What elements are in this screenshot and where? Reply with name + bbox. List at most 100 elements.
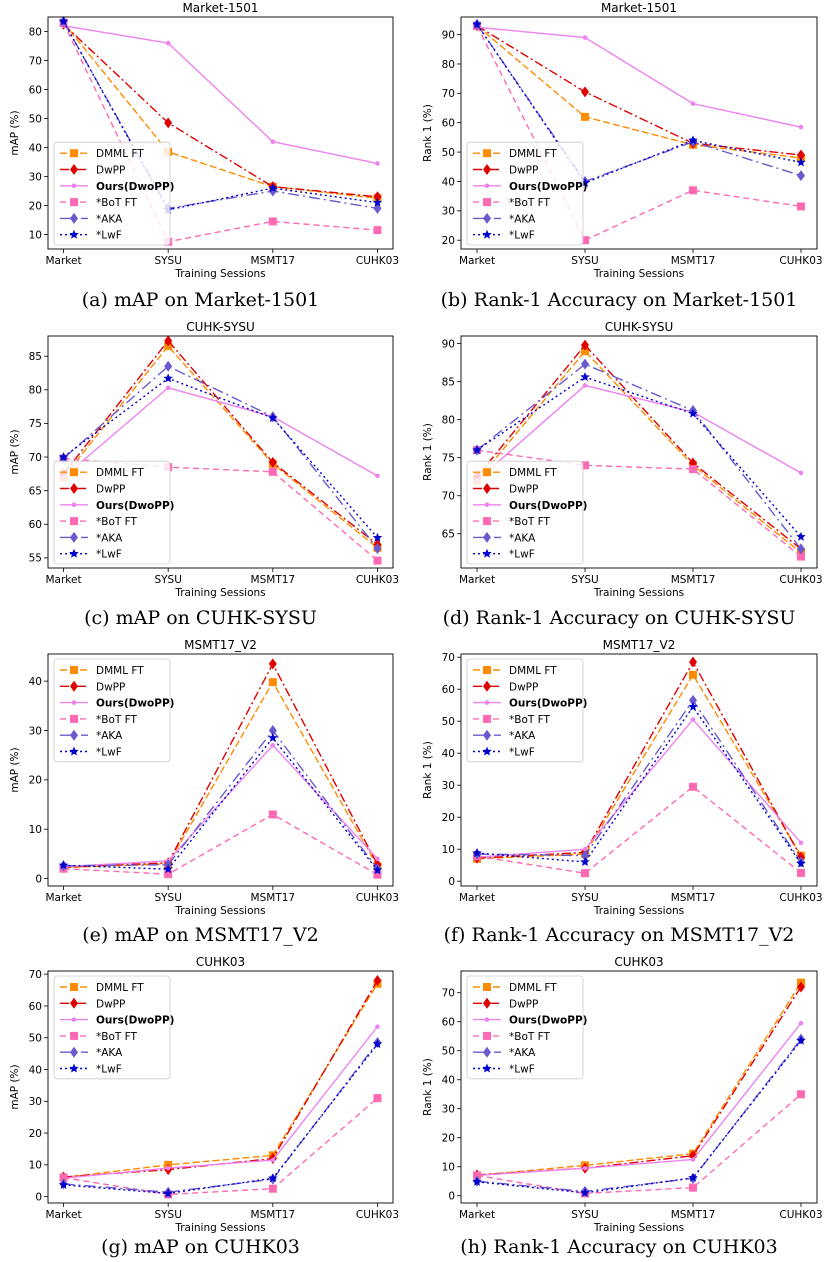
legend-label: DwPP bbox=[509, 165, 538, 177]
x-tick-label: CUHK03 bbox=[779, 1209, 822, 1221]
y-tick-label: 40 bbox=[29, 142, 42, 154]
chart-title: CUHK-SYSU bbox=[605, 320, 673, 334]
data-point bbox=[163, 864, 173, 874]
data-point bbox=[580, 857, 590, 867]
y-axis-label: Rank 1 (%) bbox=[422, 104, 434, 162]
chart-panel-4: MSMT17_V2 0 10 20 30 40 Market SYSU MSMT17 CUHK03… bbox=[9, 638, 399, 946]
data-point bbox=[373, 191, 382, 203]
y-axis-label: mAP (%) bbox=[9, 1064, 21, 1109]
series-line bbox=[477, 699, 802, 863]
data-point bbox=[582, 846, 588, 852]
data-point bbox=[270, 139, 276, 144]
y-tick-label: 85 bbox=[442, 376, 455, 388]
series-3 bbox=[59, 1094, 382, 1199]
series-line bbox=[63, 25, 378, 165]
y-tick-label: 10 bbox=[442, 1162, 455, 1174]
series-line bbox=[63, 1097, 378, 1196]
y-tick-label: 10 bbox=[29, 1160, 42, 1172]
legend-marker bbox=[70, 517, 78, 526]
legend-label: *LwF bbox=[509, 549, 535, 561]
legend-label: Ours(DwoPP) bbox=[509, 500, 587, 512]
legend-label: *BoT FT bbox=[509, 1031, 550, 1043]
legend-label: Ours(DwoPP) bbox=[509, 1015, 587, 1027]
legend-marker bbox=[70, 198, 78, 207]
data-point bbox=[796, 868, 805, 877]
legend-label: *BoT FT bbox=[509, 516, 550, 528]
x-tick-label: CUHK03 bbox=[779, 892, 822, 904]
legend-box bbox=[53, 141, 171, 246]
legend-label: *BoT FT bbox=[96, 197, 137, 209]
legend: DMML FT DwPP Ours(DwoPP) *BoT FT *AKA *LwF bbox=[466, 460, 587, 565]
series-line bbox=[62, 21, 378, 210]
series-line bbox=[476, 25, 802, 242]
legend-marker bbox=[483, 997, 491, 1009]
legend-marker bbox=[483, 714, 491, 723]
data-point bbox=[796, 149, 805, 161]
legend: DMML FT DwPP Ours(DwoPP) *BoT FT *AKA *LwF bbox=[466, 141, 587, 246]
data-point bbox=[270, 743, 276, 748]
data-point bbox=[163, 1188, 173, 1198]
legend-marker bbox=[483, 164, 491, 175]
legend: DMML FT DwPP Ours(DwoPP) *BoT FT *AKA *LwF bbox=[466, 975, 587, 1080]
legend-label: *BoT FT bbox=[509, 197, 550, 209]
data-point bbox=[688, 656, 697, 668]
series-3 bbox=[473, 1090, 805, 1198]
x-tick-label: SYSU bbox=[154, 574, 181, 586]
data-point bbox=[688, 701, 698, 711]
data-point bbox=[581, 112, 590, 121]
data-point bbox=[268, 810, 277, 819]
series-5 bbox=[472, 19, 806, 187]
legend-label: *BoT FT bbox=[96, 516, 137, 528]
legend-box bbox=[53, 975, 171, 1080]
y-tick-label: 75 bbox=[442, 453, 455, 465]
series-line bbox=[63, 1026, 379, 1179]
chart-title: CUHK03 bbox=[196, 955, 245, 969]
legend-label: Ours(DwoPP) bbox=[509, 181, 587, 193]
x-axis-label: Training Sessions bbox=[174, 587, 265, 599]
legend-marker bbox=[71, 183, 77, 189]
plot-frame bbox=[460, 335, 818, 569]
data-point bbox=[688, 135, 698, 145]
legend-label: *BoT FT bbox=[96, 714, 137, 726]
x-tick-label: Market bbox=[45, 255, 81, 267]
legend-marker bbox=[483, 983, 491, 991]
data-point bbox=[268, 1184, 277, 1193]
chart-caption: (d) Rank-1 Accuracy on CUHK-SYSU bbox=[443, 607, 796, 629]
legend-marker bbox=[70, 983, 78, 991]
data-point bbox=[373, 542, 382, 554]
legend-marker bbox=[484, 700, 490, 705]
legend-label: *LwF bbox=[96, 1064, 122, 1076]
y-tick-label: 85 bbox=[29, 351, 42, 363]
legend-label: DMML FT bbox=[96, 467, 144, 479]
legend-label: *AKA bbox=[509, 532, 536, 544]
chart-panel-5: MSMT17_V2 0 10 20 30 40 50 60 70 Market SYSU MSMT17… bbox=[422, 638, 823, 946]
data-point bbox=[268, 183, 278, 193]
x-axis-label: Training Sessions bbox=[593, 587, 684, 599]
x-tick-label: SYSU bbox=[571, 255, 598, 267]
y-tick-label: 20 bbox=[442, 812, 455, 824]
chart-panel-3: CUHK-SYSU 65 70 75 80 85 90 Market SYSU MSMT17 CUH… bbox=[422, 320, 823, 629]
y-tick-label: 90 bbox=[442, 29, 455, 41]
y-tick-label: 0 bbox=[448, 1191, 455, 1203]
legend-marker bbox=[483, 729, 491, 741]
data-point bbox=[375, 473, 380, 479]
y-tick-label: 20 bbox=[29, 1128, 42, 1140]
data-point bbox=[796, 1090, 805, 1099]
y-tick-label: 40 bbox=[29, 676, 42, 688]
x-tick-label: MSMT17 bbox=[251, 892, 296, 904]
legend-marker bbox=[71, 1017, 77, 1022]
data-point bbox=[582, 1165, 588, 1171]
data-point bbox=[582, 383, 588, 388]
legend-label: DwPP bbox=[509, 484, 538, 496]
y-tick-label: 70 bbox=[29, 55, 42, 67]
series-line bbox=[63, 813, 378, 876]
legend-marker bbox=[483, 517, 491, 526]
y-tick-label: 30 bbox=[442, 206, 455, 218]
data-point bbox=[373, 226, 382, 235]
series-line bbox=[62, 22, 378, 243]
legend-label: *AKA bbox=[509, 213, 536, 225]
legend-label: DwPP bbox=[509, 681, 538, 693]
legend-label: *LwF bbox=[509, 1064, 535, 1076]
data-point bbox=[581, 86, 590, 98]
data-point bbox=[581, 347, 590, 356]
